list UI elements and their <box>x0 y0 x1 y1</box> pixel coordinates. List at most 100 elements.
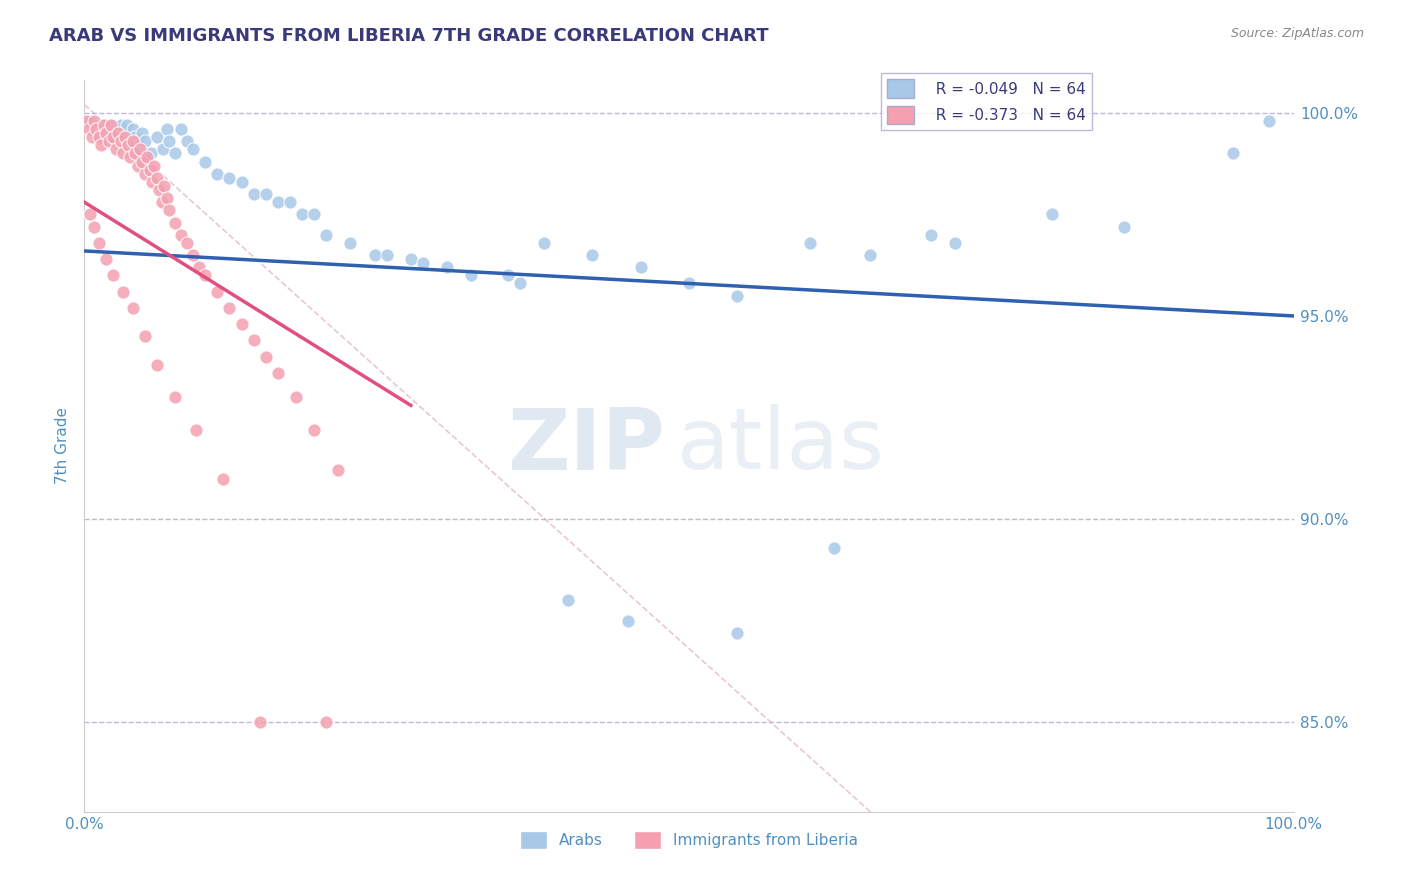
Point <box>83 219 105 234</box>
Point <box>278 195 301 210</box>
Point <box>157 134 180 148</box>
Point <box>157 203 180 218</box>
Point <box>155 122 177 136</box>
Point <box>76 114 98 128</box>
Point <box>141 175 163 189</box>
Point <box>150 195 173 210</box>
Point <box>115 118 138 132</box>
Point <box>124 146 146 161</box>
Point <box>139 146 162 161</box>
Point <box>134 329 156 343</box>
Point <box>1222 146 1244 161</box>
Point <box>165 146 187 161</box>
Point <box>94 126 117 140</box>
Point <box>436 260 458 275</box>
Y-axis label: 7th Grade: 7th Grade <box>55 408 70 484</box>
Point <box>120 134 142 148</box>
Point <box>412 256 434 270</box>
Point <box>155 191 177 205</box>
Point <box>112 146 135 161</box>
Point <box>630 260 652 275</box>
Point <box>143 159 166 173</box>
Point <box>127 159 149 173</box>
Point <box>93 118 115 132</box>
Text: ZIP: ZIP <box>508 404 665 488</box>
Point <box>121 122 143 136</box>
Point <box>138 162 160 177</box>
Point <box>146 170 169 185</box>
Point <box>291 207 314 221</box>
Point <box>134 134 156 148</box>
Point <box>249 715 271 730</box>
Point <box>86 122 108 136</box>
Point <box>87 235 110 250</box>
Point <box>375 248 398 262</box>
Point <box>284 390 308 404</box>
Point <box>315 227 337 242</box>
Point <box>170 122 193 136</box>
Point <box>103 268 125 283</box>
Point <box>557 593 579 607</box>
Point <box>363 248 385 262</box>
Point <box>1040 207 1063 221</box>
Point <box>399 252 422 266</box>
Point <box>943 235 966 250</box>
Point <box>254 350 277 364</box>
Point <box>1258 114 1281 128</box>
Point <box>460 268 482 283</box>
Point <box>165 390 187 404</box>
Point <box>83 114 105 128</box>
Point <box>212 471 235 485</box>
Point <box>97 134 120 148</box>
Point <box>678 277 700 291</box>
Point <box>117 138 139 153</box>
Point <box>104 130 127 145</box>
Point <box>181 248 204 262</box>
Point <box>148 183 170 197</box>
Point <box>302 207 325 221</box>
Point <box>110 118 132 132</box>
Point <box>86 122 108 136</box>
Point <box>107 122 129 136</box>
Point <box>339 235 361 250</box>
Point <box>859 248 882 262</box>
Point <box>94 252 117 266</box>
Point <box>207 167 229 181</box>
Point <box>1114 219 1136 234</box>
Point <box>328 463 350 477</box>
Text: Source: ZipAtlas.com: Source: ZipAtlas.com <box>1230 27 1364 40</box>
Legend: Arabs, Immigrants from Liberia: Arabs, Immigrants from Liberia <box>513 824 865 855</box>
Point <box>267 195 290 210</box>
Point <box>533 235 555 250</box>
Point <box>184 423 207 437</box>
Point <box>104 142 127 156</box>
Point <box>165 215 187 229</box>
Point <box>231 317 253 331</box>
Point <box>509 277 531 291</box>
Point <box>120 151 142 165</box>
Point <box>153 178 176 193</box>
Point <box>146 358 169 372</box>
Point <box>152 142 174 156</box>
Point <box>267 366 290 380</box>
Point <box>146 130 169 145</box>
Point <box>725 626 748 640</box>
Point <box>110 134 132 148</box>
Point <box>315 715 337 730</box>
Text: atlas: atlas <box>676 404 884 488</box>
Point <box>80 130 103 145</box>
Point <box>218 301 240 315</box>
Point <box>87 130 110 145</box>
Point <box>617 614 640 628</box>
Point <box>181 142 204 156</box>
Point <box>100 118 122 132</box>
Point <box>242 187 264 202</box>
Point <box>134 167 156 181</box>
Point <box>581 248 603 262</box>
Point <box>302 423 325 437</box>
Point <box>90 138 112 153</box>
Point <box>799 235 821 250</box>
Point <box>94 126 117 140</box>
Point <box>112 130 135 145</box>
Point <box>114 130 136 145</box>
